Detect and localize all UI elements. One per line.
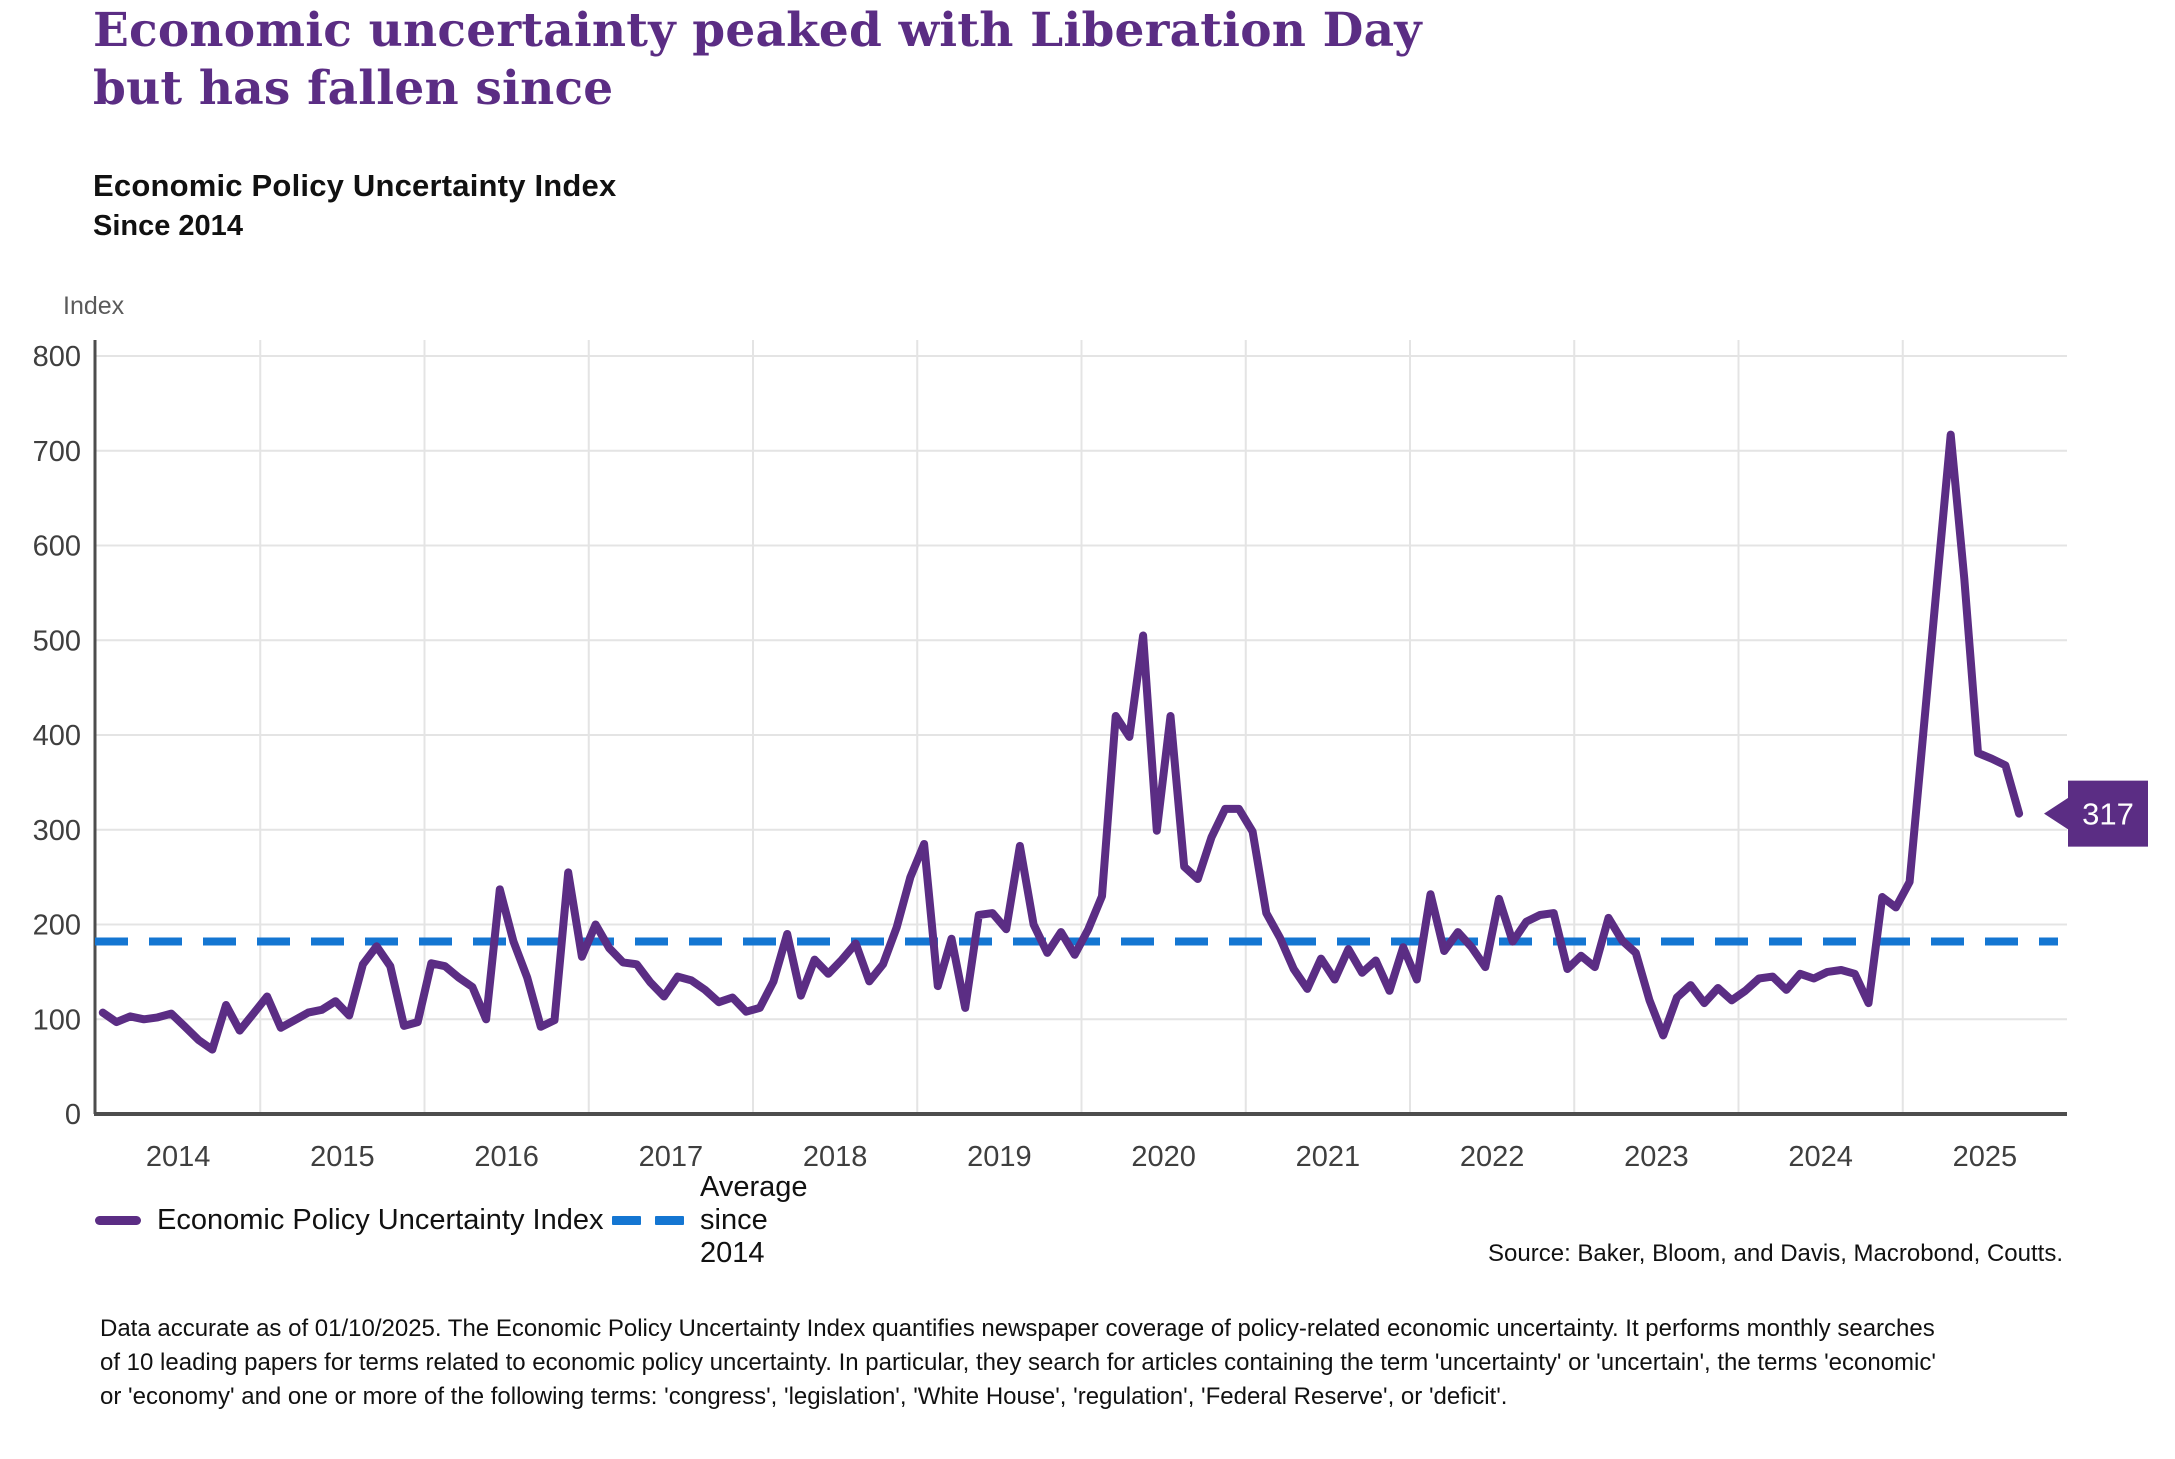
footnote-line2: of 10 leading papers for terms related t… [100, 1349, 1936, 1376]
legend-label-average: Average since 2014 [700, 1170, 808, 1269]
y-tick-label: 600 [33, 531, 81, 563]
page-title: Economic uncertainty peaked with Liberat… [93, 2, 1793, 118]
x-tick-label: 2016 [474, 1141, 539, 1173]
legend-label-epu: Economic Policy Uncertainty Index [157, 1203, 604, 1236]
chart-legend: Economic Policy Uncertainty Index Averag… [95, 1171, 808, 1269]
x-tick-label: 2020 [1131, 1141, 1196, 1173]
footnote-line1: Data accurate as of 01/10/2025. The Econ… [100, 1315, 1935, 1342]
y-tick-label: 0 [65, 1099, 81, 1131]
y-tick-label: 800 [33, 341, 81, 373]
footnote: Data accurate as of 01/10/2025. The Econ… [100, 1312, 2080, 1414]
legend-item-average: Average since 2014 [612, 1171, 808, 1270]
y-tick-label: 100 [33, 1004, 81, 1036]
x-tick-label: 2015 [310, 1141, 375, 1173]
page-title-line1: Economic uncertainty peaked with Liberat… [93, 3, 1422, 58]
x-tick-label: 2023 [1624, 1141, 1689, 1173]
y-tick-label: 400 [33, 720, 81, 752]
y-tick-label: 500 [33, 625, 81, 657]
epu-line [98, 430, 2024, 1054]
callout-value-label: 317 [2082, 797, 2134, 832]
chart-period-label: Since 2014 [93, 210, 243, 242]
x-tick-label: 2019 [967, 1141, 1032, 1173]
x-tick-label: 2024 [1788, 1141, 1853, 1173]
chart-subtitle: Economic Policy Uncertainty Index [93, 168, 617, 203]
y-tick-label: 700 [33, 436, 81, 468]
x-tick-label: 2025 [1953, 1141, 2018, 1173]
y-tick-label: 200 [33, 910, 81, 942]
x-tick-label: 2017 [639, 1141, 704, 1173]
legend-item-epu: Economic Policy Uncertainty Index [95, 1204, 603, 1237]
callout-arrow-icon [2044, 796, 2070, 831]
source-note: Source: Baker, Bloom, and Davis, Macrobo… [1488, 1240, 2063, 1267]
x-tick-label: 2021 [1296, 1141, 1361, 1173]
x-tick-label: 2018 [803, 1141, 868, 1173]
x-tick-label: 2014 [146, 1141, 211, 1173]
value-callout [2068, 780, 2148, 847]
footnote-line3: or 'economy' and one or more of the foll… [100, 1383, 1508, 1410]
y-axis-unit-label: Index [63, 292, 125, 320]
epu-line-swatch-icon [95, 1215, 141, 1225]
average-dash-swatch-icon [612, 1215, 684, 1225]
x-tick-label: 2022 [1460, 1141, 1525, 1173]
page-title-line2: but has fallen since [93, 61, 614, 116]
y-tick-label: 300 [33, 815, 81, 847]
